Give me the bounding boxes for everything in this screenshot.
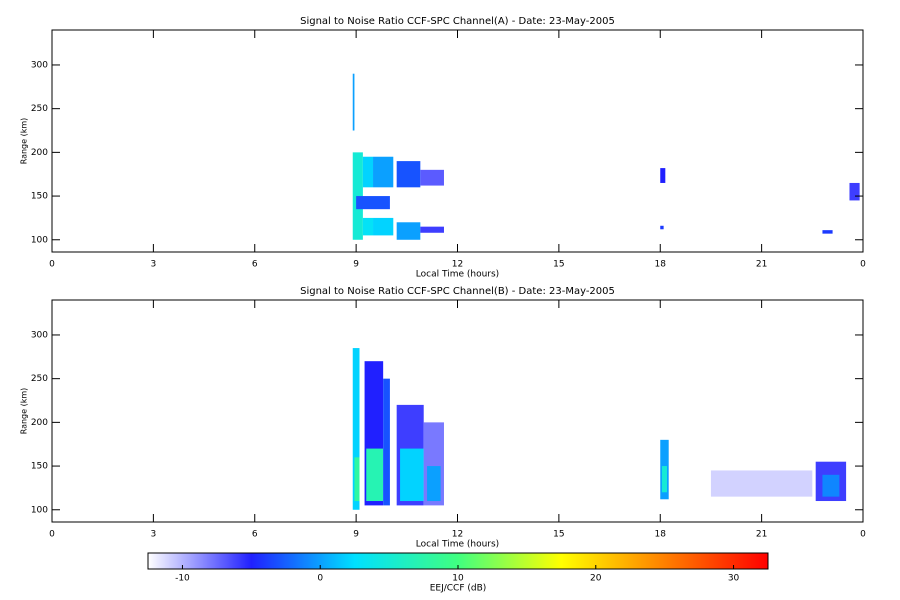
plot-frame xyxy=(51,29,864,253)
x-axis-label: Local Time (hours) xyxy=(416,270,499,280)
x-tick-label: 0 xyxy=(860,260,866,270)
x-tick-label: 12 xyxy=(452,530,463,540)
echo-cell xyxy=(420,226,444,233)
x-tick-label: 3 xyxy=(151,530,157,540)
x-tick-label: 6 xyxy=(252,530,258,540)
y-axis-label: Range (km) xyxy=(20,118,29,165)
y-tick-label: 100 xyxy=(31,505,48,515)
colorbar-tick-label: 10 xyxy=(452,574,464,584)
x-tick-label: 0 xyxy=(49,260,55,270)
colorbar-tick-label: 0 xyxy=(317,574,323,584)
y-tick-label: 300 xyxy=(31,60,48,70)
x-tick-label: 15 xyxy=(553,530,564,540)
echo-cell xyxy=(366,448,384,502)
y-tick-label: 150 xyxy=(31,462,48,472)
x-tick-label: 3 xyxy=(151,260,157,270)
colorbar-tick-label: -10 xyxy=(175,574,190,584)
chart-title: Signal to Noise Ratio CCF-SPC Channel(A)… xyxy=(300,16,615,27)
y-tick-label: 100 xyxy=(31,235,48,245)
echo-cell xyxy=(383,378,390,506)
x-tick-label: 12 xyxy=(452,260,463,270)
echo-cell xyxy=(849,182,860,201)
echo-cell xyxy=(362,217,374,236)
y-tick-label: 200 xyxy=(31,148,48,158)
colorbar-tick-label: 20 xyxy=(590,574,602,584)
x-tick-label: 0 xyxy=(49,530,55,540)
echo-cell xyxy=(396,222,421,240)
x-tick-label: 6 xyxy=(252,260,258,270)
echo-cell xyxy=(396,161,421,188)
echo-cell xyxy=(400,448,424,502)
echo-cell xyxy=(661,466,668,493)
x-tick-label: 15 xyxy=(553,260,564,270)
echo-cell xyxy=(660,168,666,183)
echo-cell xyxy=(822,230,833,234)
y-tick-label: 250 xyxy=(31,374,48,384)
colorbar-tick-label: 30 xyxy=(728,574,740,584)
echo-cell xyxy=(362,156,374,188)
y-tick-label: 250 xyxy=(31,104,48,114)
x-tick-label: 18 xyxy=(655,530,667,540)
x-tick-label: 9 xyxy=(353,530,359,540)
echo-cell xyxy=(352,73,355,131)
y-tick-label: 150 xyxy=(31,192,48,202)
echo-cell xyxy=(373,156,394,188)
x-tick-label: 0 xyxy=(860,530,866,540)
echo-cell xyxy=(427,466,441,502)
echo-cell xyxy=(710,470,813,497)
x-tick-label: 21 xyxy=(756,260,767,270)
chart-title: Signal to Noise Ratio CCF-SPC Channel(B)… xyxy=(300,286,615,297)
echo-cell xyxy=(373,217,394,236)
x-tick-label: 9 xyxy=(353,260,359,270)
echo-cell xyxy=(420,169,444,186)
y-tick-label: 200 xyxy=(31,418,48,428)
echo-cell xyxy=(660,225,664,230)
echo-cell xyxy=(352,348,360,510)
colorbar-label: EEJ/CCF (dB) xyxy=(430,584,487,594)
x-axis-label: Local Time (hours) xyxy=(416,540,499,550)
y-tick-label: 300 xyxy=(31,330,48,340)
echo-cell xyxy=(354,457,360,502)
echo-cell xyxy=(356,196,390,210)
echo-cell xyxy=(822,474,840,497)
x-tick-label: 21 xyxy=(756,530,767,540)
x-tick-label: 18 xyxy=(655,260,667,270)
y-axis-label: Range (km) xyxy=(20,388,29,435)
